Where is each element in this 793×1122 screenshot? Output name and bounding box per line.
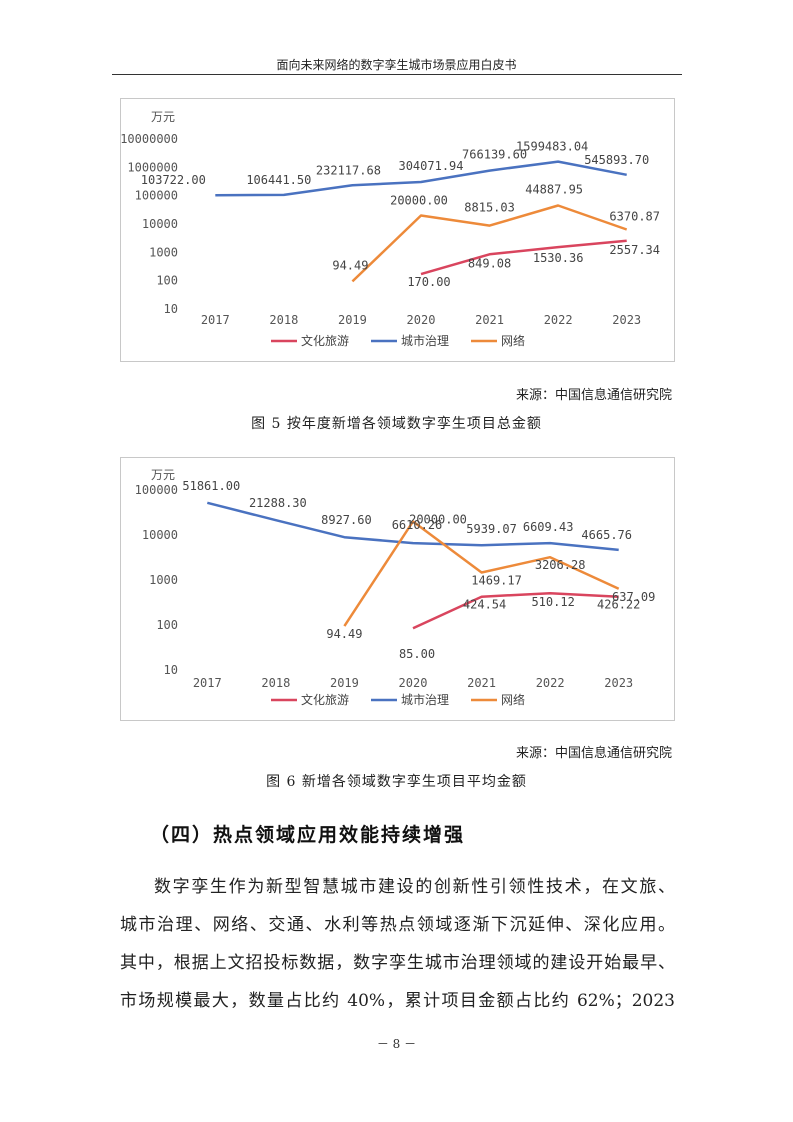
data-label: 1469.17 <box>471 573 522 587</box>
x-tick-label: 2023 <box>612 313 641 327</box>
data-label: 6610.26 <box>392 518 443 532</box>
body-line: 数字孪生作为新型智慧城市建设的创新性引领性技术，在文旅、 <box>154 877 675 897</box>
x-tick-label: 2017 <box>193 676 222 690</box>
running-header-title: 面向未来网络的数字孪生城市场景应用白皮书 <box>276 58 517 72</box>
data-label: 6370.87 <box>609 210 660 224</box>
x-tick-label: 2021 <box>475 313 504 327</box>
figure-5-chart-svg: 万元 10 100 1000 10000 100000 1000000 10000000 201… <box>121 110 660 348</box>
y-unit-label: 万元 <box>151 468 175 482</box>
data-label: 424.54 <box>463 598 506 612</box>
y-tick-label: 1000 <box>149 573 178 587</box>
data-label: 94.49 <box>332 258 368 272</box>
data-label: 545893.70 <box>584 153 649 167</box>
data-label: 8815.03 <box>464 201 515 215</box>
data-label: 426.22 <box>597 598 640 612</box>
series-line <box>420 239 627 276</box>
y-tick-label: 100 <box>156 274 178 288</box>
y-unit-label: 万元 <box>151 110 175 124</box>
data-label: 4665.76 <box>581 528 632 542</box>
y-tick-label: 100 <box>156 618 178 632</box>
y-tick-label: 10 <box>164 302 178 316</box>
x-tick-label: 2018 <box>261 676 290 690</box>
data-label: 51861.00 <box>182 479 240 493</box>
figure-5-source: 来源：中国信息通信研究院 <box>515 388 672 403</box>
y-tick-label: 1000 <box>149 245 178 259</box>
figure-6-chart-svg: 万元 10 100 1000 10000 100000 2017 2018 2019 2020 20… <box>135 468 656 707</box>
data-label: 170.00 <box>407 275 450 289</box>
x-tick-label: 2019 <box>330 676 359 690</box>
x-tick-label: 2019 <box>338 313 367 327</box>
body-line: 其中，根据上文招投标数据，数字孪生城市治理领域的建设开始最早、 <box>120 953 675 973</box>
body-line: 市场规模最大，数量占比约 40%，累计项目金额占比约 62%；2023 <box>120 991 675 1011</box>
series-line <box>215 160 627 197</box>
section-heading: （四）热点领域应用效能持续增强 <box>150 824 466 846</box>
figure-6-caption: 图 6 新增各领域数字孪生项目平均金额 <box>266 774 527 790</box>
x-tick-label: 2022 <box>544 313 573 327</box>
data-label: 103722.00 <box>141 173 206 187</box>
data-label: 94.49 <box>326 627 362 641</box>
body-paragraph: 数字孪生作为新型智慧城市建设的创新性引领性技术，在文旅、 城市治理、网络、交通、… <box>120 868 675 1020</box>
legend-label: 城市治理 <box>401 333 449 348</box>
y-tick-label: 10 <box>164 663 178 677</box>
x-tick-label: 2018 <box>269 313 298 327</box>
legend-label: 网络 <box>501 333 525 348</box>
x-tick-label: 2022 <box>536 676 565 690</box>
data-label: 20000.00 <box>390 193 448 207</box>
data-label: 106441.50 <box>246 173 311 187</box>
x-tick-label: 2020 <box>399 676 428 690</box>
x-tick-label: 2021 <box>467 676 496 690</box>
series-line <box>412 591 619 630</box>
y-tick-label: 10000000 <box>121 132 178 146</box>
data-label: 1530.36 <box>533 251 584 265</box>
y-tick-label: 10000 <box>142 528 178 542</box>
data-label: 304071.94 <box>398 159 463 173</box>
data-label: 3206.28 <box>535 558 586 572</box>
y-tick-label: 1000000 <box>127 160 178 174</box>
data-label: 1599483.04 <box>516 140 588 154</box>
x-tick-label: 2023 <box>604 676 633 690</box>
data-label: 6609.43 <box>523 520 574 534</box>
series-line <box>206 501 619 552</box>
data-label: 5939.07 <box>466 522 517 536</box>
body-line: 城市治理、网络、交通、水利等热点领域逐渐下沉延伸、深化应用。 <box>120 915 675 935</box>
legend-label: 网络 <box>501 692 525 707</box>
figure-6-source: 来源：中国信息通信研究院 <box>515 746 672 761</box>
data-label: 8927.60 <box>321 513 372 527</box>
header-rule <box>112 74 682 75</box>
legend-label: 文化旅游 <box>301 333 349 348</box>
data-label: 510.12 <box>531 595 574 609</box>
data-label: 2557.34 <box>609 243 660 257</box>
y-tick-label: 100000 <box>135 483 178 497</box>
y-tick-label: 10000 <box>142 217 178 231</box>
data-label: 766139.60 <box>462 148 527 162</box>
data-label: 44887.95 <box>525 183 583 197</box>
series-line <box>351 204 628 283</box>
figure-5-caption: 图 5 按年度新增各领域数字孪生项目总金额 <box>251 416 542 432</box>
data-label: 85.00 <box>399 647 435 661</box>
legend-label: 城市治理 <box>401 692 449 707</box>
data-label: 20000.00 <box>409 512 467 526</box>
page-number: － 8 － <box>376 1037 417 1051</box>
data-label: 21288.30 <box>249 496 307 510</box>
data-label: 637.09 <box>612 590 655 604</box>
series-line <box>343 520 620 627</box>
figure-6-chart: 万元 10 100 1000 10000 100000 2017 2018 2019 2020 20… <box>120 457 675 721</box>
y-tick-label: 100000 <box>135 189 178 203</box>
legend-label: 文化旅游 <box>301 692 349 707</box>
x-tick-label: 2020 <box>407 313 436 327</box>
data-label: 849.08 <box>468 256 511 270</box>
x-tick-label: 2017 <box>201 313 230 327</box>
data-label: 232117.68 <box>316 163 381 177</box>
figure-5-chart: 万元 10 100 1000 10000 100000 1000000 10000000 201… <box>120 98 675 362</box>
